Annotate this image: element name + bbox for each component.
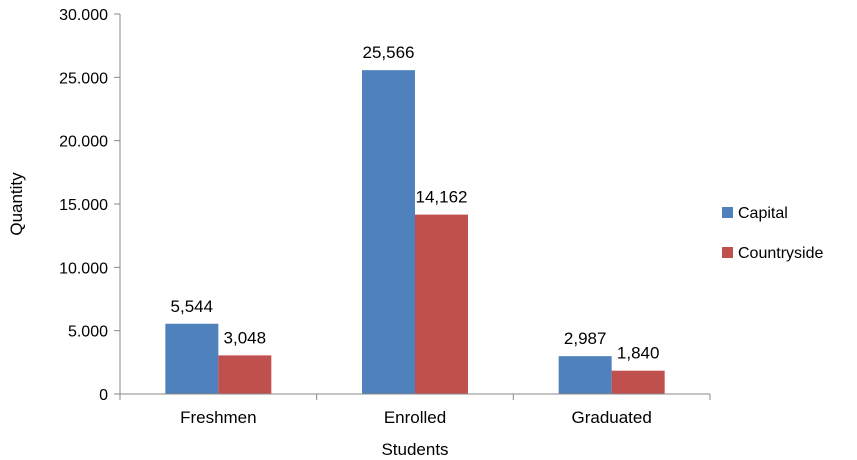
legend: Capital Countryside xyxy=(722,205,823,262)
bar-countryside-enrolled xyxy=(415,214,468,394)
x-category-label: Freshmen xyxy=(180,408,257,427)
bar-capital-graduated xyxy=(558,356,612,394)
bar-capital-enrolled xyxy=(362,70,415,394)
legend-swatch-countryside xyxy=(722,247,733,258)
y-tick-label: 10.000 xyxy=(59,260,108,277)
y-axis-title: Quantity xyxy=(7,172,26,236)
x-category-label: Enrolled xyxy=(384,408,446,427)
bar-series xyxy=(165,70,665,394)
bar-countryside-freshmen xyxy=(218,355,272,394)
x-axis-title: Students xyxy=(381,440,448,459)
y-tick-label: 30.000 xyxy=(59,7,108,24)
y-tick-label: 20.000 xyxy=(59,134,108,151)
data-labels: 5,544 3,048 25,566 14,162 2,987 1,840 xyxy=(171,43,660,363)
y-tick-label: 25.000 xyxy=(59,70,108,87)
legend-label-countryside: Countryside xyxy=(738,245,823,262)
y-tick-label: 15.000 xyxy=(59,197,108,214)
data-label: 14,162 xyxy=(416,188,468,207)
y-axis-ticks: 0 5.000 10.000 15.000 20.000 25.000 30.000 xyxy=(59,7,120,404)
bar-capital-freshmen xyxy=(165,323,219,394)
data-label: 3,048 xyxy=(224,328,267,347)
data-label: 25,566 xyxy=(363,43,415,62)
data-label: 5,544 xyxy=(171,297,214,316)
bar-countryside-graduated xyxy=(611,370,665,394)
y-tick-label: 5.000 xyxy=(68,324,108,341)
y-tick-label: 0 xyxy=(99,387,108,404)
data-label: 2,987 xyxy=(564,329,607,348)
legend-swatch-capital xyxy=(722,207,733,218)
x-axis-categories: Freshmen Enrolled Graduated xyxy=(119,394,711,427)
data-label: 1,840 xyxy=(617,344,660,363)
legend-label-capital: Capital xyxy=(738,205,788,222)
x-category-label: Graduated xyxy=(571,408,651,427)
